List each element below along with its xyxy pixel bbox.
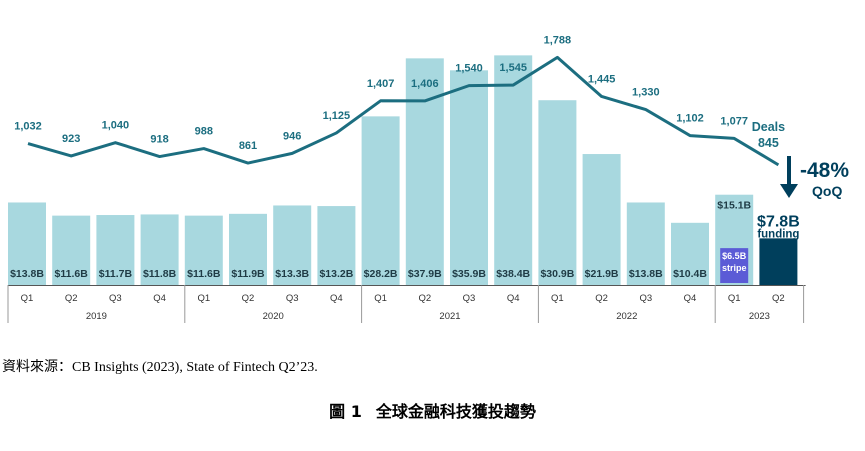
bar-value-label: $11.8B (143, 268, 177, 280)
x-axis: Q1 Q2 Q3 Q4 Q1 Q2 Q3 Q4 Q1 Q2 Q3 Q4 Q1 Q2 Q3 Q4 Q1 Q2 2019… (7, 285, 806, 323)
bar-value-label: $35.9B (452, 268, 486, 280)
deals-line-path (27, 55, 780, 167)
bar-value-label: $11.6B (55, 268, 89, 280)
funding-bar (184, 215, 223, 285)
bar-value-label: $7.8B (757, 213, 800, 230)
bar-value-label: $30.9B (540, 268, 574, 280)
stripe-value-label: $6.5B (722, 251, 747, 261)
stripe-sublabel: stripe (722, 263, 747, 273)
bar-value-label: $37.9B (408, 268, 442, 280)
funding-bar (273, 205, 312, 285)
stripe-bar (720, 248, 749, 283)
bar-value-label: $38.4B (496, 268, 530, 280)
funding-bar (317, 206, 356, 285)
year-label: 2020 (263, 311, 284, 322)
deals-value-label: 1,406 (411, 78, 439, 90)
qoq-arrow-head (780, 184, 798, 198)
funding-bar (582, 154, 621, 285)
deals-value-label: 1,032 (14, 121, 42, 133)
x-tick-label: Q1 (21, 293, 34, 304)
x-tick-label: Q4 (153, 293, 166, 304)
funding-deals-chart: $13.8B $11.6B $11.7B $11.8B $11.6B $11.9B $13.… (7, 34, 850, 323)
year-label: 2022 (616, 311, 637, 322)
bar-value-label: $11.9B (231, 268, 265, 280)
funding-bar (52, 215, 91, 285)
bar-value-label: $13.8B (10, 268, 44, 280)
deals-value-label: 1,125 (323, 110, 351, 122)
bar-value-label: $10.4B (673, 268, 707, 280)
deals-value-label: 946 (283, 130, 301, 142)
deals-value-label: 861 (239, 140, 257, 152)
x-tick-label: Q4 (330, 293, 343, 304)
funding-bar (405, 58, 444, 285)
bar-value-label: $11.7B (99, 268, 133, 280)
x-tick-label: Q4 (684, 293, 697, 304)
deals-label: Deals (752, 120, 785, 134)
funding-bar (671, 222, 709, 285)
deals-value-label: 918 (150, 134, 168, 146)
funding-bar (96, 215, 135, 285)
qoq-label: QoQ (812, 183, 842, 199)
figure-caption: 圖 1 全球金融科技獲投趨勢 (0, 398, 865, 422)
x-tick-label: Q2 (595, 293, 608, 304)
deals-value-label: 1,330 (632, 87, 660, 99)
x-tick-label: Q1 (551, 293, 564, 304)
deals-value-label: 988 (195, 126, 213, 138)
x-tick-label: Q2 (418, 293, 431, 304)
x-tick-label: Q2 (772, 293, 785, 304)
deals-value-label: 1,407 (367, 78, 395, 90)
deals-line: 1,032 923 1,040 918 988 861 946 1,125 1,407 1,406… (14, 34, 780, 167)
funding-bar (8, 202, 46, 285)
bar-value-label: $13.3B (275, 268, 309, 280)
funding-bar (759, 238, 798, 285)
figure-number: 圖 1 (329, 402, 362, 421)
bar-value-label: $13.8B (629, 268, 663, 280)
figure-title: 全球金融科技獲投趨勢 (375, 402, 536, 421)
funding-bar (361, 116, 400, 285)
deals-value-label: 1,788 (544, 34, 572, 46)
stripe-bar-group: $6.5B stripe (720, 248, 749, 283)
x-tick-label: Q3 (639, 293, 652, 304)
x-tick-label: Q3 (286, 293, 299, 304)
deals-value-label: 1,445 (588, 73, 616, 85)
year-label: 2019 (86, 311, 107, 322)
x-tick-label: Q3 (109, 293, 122, 304)
source-note: 資料來源：CB Insights (2023), State of Fintec… (2, 360, 318, 375)
funding-bar (494, 55, 533, 286)
funding-bar (140, 214, 179, 285)
deals-value-label: 1,540 (455, 63, 483, 75)
deals-value-label: 923 (62, 133, 80, 145)
x-tick-label: Q2 (242, 293, 255, 304)
x-tick-label: Q3 (463, 293, 476, 304)
year-label: 2023 (749, 311, 770, 322)
funding-bar (538, 100, 577, 285)
x-tick-label: Q4 (507, 293, 520, 304)
bar-value-label: $28.2B (364, 268, 398, 280)
qoq-change: -48% (800, 159, 849, 182)
deals-value-label: 1,077 (720, 115, 748, 127)
bar-value-label: $11.6B (187, 268, 221, 280)
year-label: 2021 (439, 311, 460, 322)
funding-bar (626, 202, 665, 285)
x-tick-label: Q1 (374, 293, 387, 304)
funding-bar (450, 70, 488, 286)
x-tick-label: Q2 (65, 293, 78, 304)
annotations: Deals 845 -48%QoQ (752, 120, 850, 199)
x-tick-label: Q1 (728, 293, 741, 304)
x-tick-label: Q1 (197, 293, 210, 304)
funding-label: funding (757, 228, 799, 240)
deals-value-label: 1,102 (676, 113, 704, 125)
deals-value-label: 1,545 (499, 62, 527, 74)
bar-value-label: $15.1B (717, 200, 751, 212)
deals-final-value: 845 (758, 136, 779, 150)
funding-bars: $13.8B $11.6B $11.7B $11.8B $11.6B $11.9B $13.… (8, 55, 800, 286)
bar-value-label: $21.9B (585, 268, 619, 280)
bar-value-label: $13.2B (319, 268, 353, 280)
funding-bar (229, 213, 267, 285)
deals-value-label: 1,040 (102, 120, 130, 132)
